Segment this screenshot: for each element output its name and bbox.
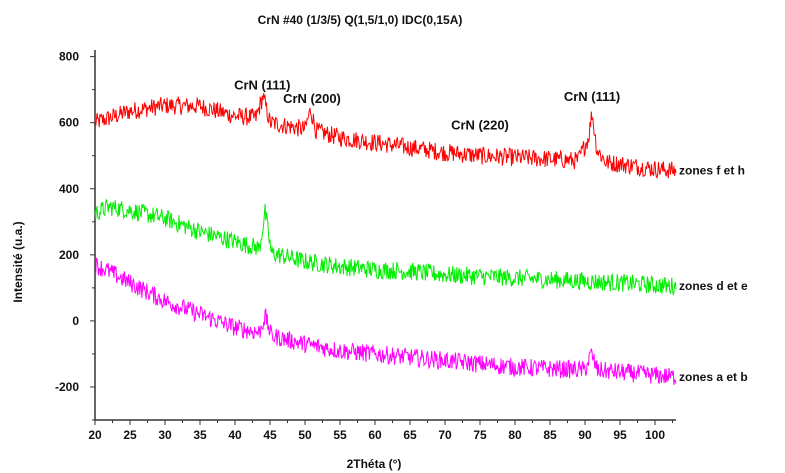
- x-tick-label: 100: [645, 428, 665, 442]
- series-group: zones f et h zones d et e zones a et b: [94, 92, 748, 385]
- y-tick-label: 0: [72, 314, 79, 328]
- x-tick-label: 25: [123, 428, 137, 442]
- x-tick-label: 40: [228, 428, 242, 442]
- x-tick-label: 80: [508, 428, 522, 442]
- series-label: zones a et b: [679, 370, 748, 384]
- x-axis-title: 2Théta (°): [347, 457, 402, 471]
- y-tick-label: 600: [59, 116, 79, 130]
- x-tick-label: 35: [193, 428, 207, 442]
- x-tick-label: 55: [333, 428, 347, 442]
- y-tick-label: -200: [55, 380, 79, 394]
- series-label: zones d et e: [679, 279, 748, 293]
- x-tick-label: 65: [403, 428, 417, 442]
- x-tick-label: 70: [438, 428, 452, 442]
- x-tick-label: 20: [88, 428, 102, 442]
- y-tick-label: 400: [59, 182, 79, 196]
- peak-label: CrN (111): [564, 89, 620, 104]
- series-line: [94, 198, 677, 296]
- x-tick-label: 75: [473, 428, 487, 442]
- peak-label: CrN (220): [451, 117, 509, 132]
- chart-title: CrN #40 (1/3/5) Q(1,5/1,0) IDC(0,15A): [258, 13, 463, 27]
- x-tick-label: 95: [613, 428, 627, 442]
- x-tick-label: 85: [543, 428, 557, 442]
- series-line: [94, 257, 677, 385]
- x-tick-label: 60: [368, 428, 382, 442]
- y-tick-label: 800: [59, 50, 79, 64]
- peak-label: CrN (111): [234, 78, 290, 93]
- peak-annotations: CrN (111)CrN (200)CrN (220)CrN (111): [234, 78, 620, 133]
- y-tick-label: 200: [59, 248, 79, 262]
- x-tick-label: 30: [158, 428, 172, 442]
- peak-label: CrN (200): [283, 91, 341, 106]
- series-label: zones f et h: [679, 164, 745, 178]
- x-tick-label: 90: [578, 428, 592, 442]
- axes: 20 25 30 35 40 45 50 55 60 65 70 75 80 85 90 95 100 -200 0…: [55, 50, 676, 442]
- series-line: [94, 92, 677, 179]
- x-tick-label: 45: [263, 428, 277, 442]
- y-axis-title: Intensité (u.a.): [11, 221, 25, 302]
- x-tick-label: 50: [298, 428, 312, 442]
